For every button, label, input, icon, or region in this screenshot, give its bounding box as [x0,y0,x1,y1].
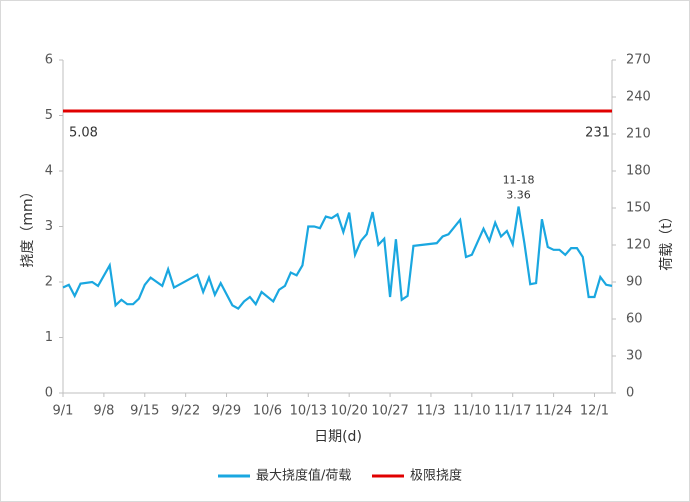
y-tick-label: 6 [45,53,53,68]
x-tick-label: 12/1 [580,404,609,419]
y-axis-label: 挠度（mm） [20,184,36,267]
annotation: 231 [585,126,610,141]
y-tick-label: 4 [45,164,53,179]
x-tick-label: 11/24 [535,404,572,419]
x-tick-label: 10/6 [253,404,282,419]
y2-tick-label: 120 [626,238,651,253]
legend-label: 最大挠度值/荷载 [256,468,351,484]
y-tick-label: 2 [45,275,53,290]
y-tick-label: 1 [45,330,53,345]
y2-tick-label: 180 [626,164,651,179]
x-tick-label: 10/13 [290,404,327,419]
x-tick-label: 10/20 [330,404,367,419]
y-tick-label: 5 [45,108,53,123]
annotation: 11-18 [503,174,535,187]
y-tick-label: 3 [45,219,53,234]
x-tick-label: 11/3 [416,404,445,419]
x-tick-label: 9/1 [53,404,74,419]
series-line [62,206,613,311]
annotation: 5.08 [69,126,98,141]
x-tick-label: 10/27 [371,404,408,419]
y2-tick-label: 270 [626,53,651,68]
x-tick-label: 9/15 [130,404,159,419]
x-tick-label: 11/10 [453,404,490,419]
legend-label: 极限挠度 [410,468,462,484]
y2-tick-label: 210 [626,127,651,142]
y-tick-label: 0 [45,386,53,401]
y2-tick-label: 90 [626,275,643,290]
y2-tick-label: 150 [626,201,651,216]
annotation: 3.36 [506,189,531,202]
y2-tick-label: 0 [626,386,634,401]
x-tick-label: 9/22 [171,404,200,419]
y2-tick-label: 30 [626,349,643,364]
x-axis-label: 日期(d) [314,429,362,445]
y2-tick-label: 240 [626,90,651,105]
x-tick-label: 9/29 [212,404,241,419]
x-tick-label: 9/8 [93,404,114,419]
y2-axis-label: 荷载（t） [659,209,675,271]
y2-tick-label: 60 [626,312,643,327]
x-tick-label: 11/17 [494,404,531,419]
